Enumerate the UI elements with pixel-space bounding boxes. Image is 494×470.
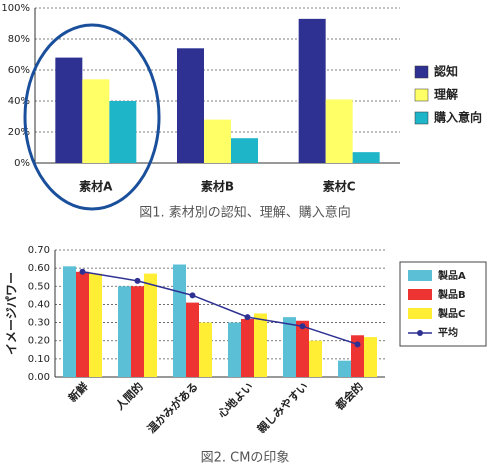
- marker: [299, 323, 306, 330]
- bar: [254, 313, 267, 377]
- legend-label: 認知: [434, 64, 458, 79]
- bar: [173, 264, 186, 377]
- bar: [144, 273, 157, 377]
- bar: [298, 18, 326, 163]
- bar: [338, 360, 351, 377]
- caption: 図1. 素材別の認知、理解、購入意向: [139, 205, 351, 221]
- y-tick-label: 20%: [8, 127, 30, 138]
- bar: [325, 99, 353, 163]
- bar: [82, 79, 110, 163]
- line: [82, 271, 358, 346]
- y-tick-label: 0.10: [28, 354, 50, 365]
- highlight-ellipse: [23, 23, 161, 211]
- bar: [118, 286, 131, 377]
- y-tick-label: 80%: [8, 34, 30, 45]
- legend-label: 製品A: [437, 269, 466, 282]
- y-tick-label: 0.40: [28, 299, 50, 310]
- x-tick-label: 素材A: [79, 179, 113, 194]
- legend-label: 製品C: [437, 307, 465, 320]
- legend-swatch: [414, 111, 429, 125]
- bar: [63, 266, 76, 377]
- bar: [352, 152, 380, 163]
- bar: [283, 317, 296, 377]
- legend-swatch: [414, 88, 429, 102]
- bar: [89, 273, 102, 377]
- chart: 0.00 0.10 0.20 0.30 0.40 0.50 0.60 0.70 イメージパワー新…: [5, 245, 487, 466]
- legend-swatch: [417, 330, 423, 336]
- marker: [79, 268, 86, 275]
- legend-swatch: [408, 270, 432, 281]
- bar: [109, 101, 137, 163]
- x-tick-label: 人間的: [113, 379, 146, 412]
- legend-swatch: [414, 65, 429, 79]
- caption: 図2. CMの印象: [201, 451, 290, 466]
- y-tick-label: 0%: [14, 158, 30, 169]
- legend-label: 平均: [438, 326, 458, 339]
- legend-swatch: [408, 308, 432, 319]
- bar: [199, 322, 212, 377]
- y-tick-label: 40%: [8, 96, 30, 107]
- bar: [76, 271, 89, 377]
- x-tick-label: 心地よい: [215, 379, 256, 420]
- marker: [244, 314, 251, 321]
- x-tick-label: 素材C: [323, 179, 356, 194]
- bar: [309, 340, 322, 377]
- bar: [131, 286, 144, 377]
- x-tick-label: 新鮮: [65, 379, 90, 404]
- y-tick-label: 0.70: [28, 245, 50, 256]
- legend-label: 購入意向: [433, 110, 482, 125]
- bar: [241, 318, 254, 377]
- y-tick-label: 100%: [1, 3, 30, 14]
- bar: [351, 335, 364, 377]
- y-tick-label: 0.00: [28, 372, 50, 383]
- bar: [177, 48, 204, 163]
- y-tick-label: 0.50: [28, 281, 50, 292]
- marker: [189, 292, 196, 299]
- y-tick-label: 0.20: [28, 336, 50, 347]
- legend-swatch: [408, 289, 432, 300]
- x-tick-label: 親しみやすい: [254, 379, 311, 436]
- bar: [364, 337, 377, 377]
- bar: [231, 138, 258, 163]
- marker: [134, 277, 141, 284]
- bar: [204, 119, 231, 163]
- bar: [228, 322, 241, 377]
- marker: [354, 341, 361, 348]
- bar: [296, 320, 309, 377]
- y-tick-label: 0.60: [28, 263, 50, 274]
- bar: [186, 302, 199, 377]
- y-axis-label: イメージパワー: [5, 272, 19, 355]
- y-tick-label: 0.30: [28, 318, 50, 329]
- x-tick-label: 都会的: [332, 379, 366, 413]
- x-tick-label: 素材B: [201, 179, 234, 194]
- bar: [55, 57, 83, 163]
- x-tick-label: 温かみがある: [144, 379, 201, 436]
- y-tick-label: 60%: [8, 65, 30, 76]
- legend-label: 理解: [434, 87, 458, 102]
- legend-label: 製品B: [437, 288, 466, 301]
